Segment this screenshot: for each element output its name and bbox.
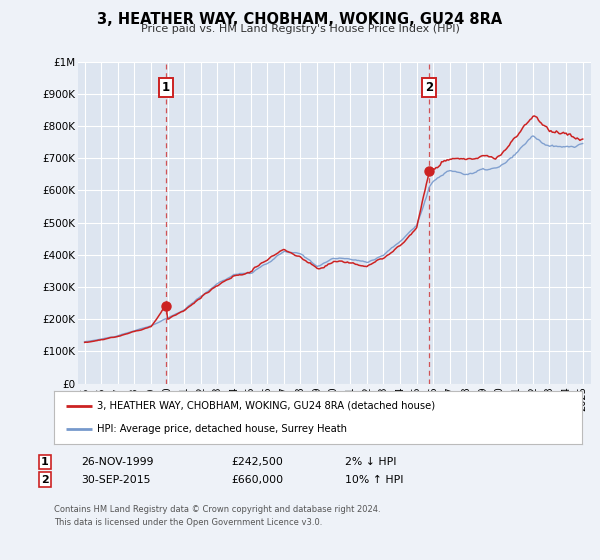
- Text: 1: 1: [162, 81, 170, 94]
- Text: £660,000: £660,000: [231, 475, 283, 485]
- Text: 2: 2: [41, 475, 49, 485]
- Text: 3, HEATHER WAY, CHOBHAM, WOKING, GU24 8RA (detached house): 3, HEATHER WAY, CHOBHAM, WOKING, GU24 8R…: [97, 400, 436, 410]
- Text: HPI: Average price, detached house, Surrey Heath: HPI: Average price, detached house, Surr…: [97, 424, 347, 435]
- Text: 2: 2: [425, 81, 433, 94]
- Text: 2% ↓ HPI: 2% ↓ HPI: [345, 457, 397, 467]
- Text: £242,500: £242,500: [231, 457, 283, 467]
- Text: Contains HM Land Registry data © Crown copyright and database right 2024.
This d: Contains HM Land Registry data © Crown c…: [54, 505, 380, 526]
- Text: Price paid vs. HM Land Registry's House Price Index (HPI): Price paid vs. HM Land Registry's House …: [140, 24, 460, 34]
- Text: 3, HEATHER WAY, CHOBHAM, WOKING, GU24 8RA: 3, HEATHER WAY, CHOBHAM, WOKING, GU24 8R…: [97, 12, 503, 27]
- Text: 10% ↑ HPI: 10% ↑ HPI: [345, 475, 404, 485]
- Text: 1: 1: [41, 457, 49, 467]
- Text: 26-NOV-1999: 26-NOV-1999: [81, 457, 154, 467]
- Text: 30-SEP-2015: 30-SEP-2015: [81, 475, 151, 485]
